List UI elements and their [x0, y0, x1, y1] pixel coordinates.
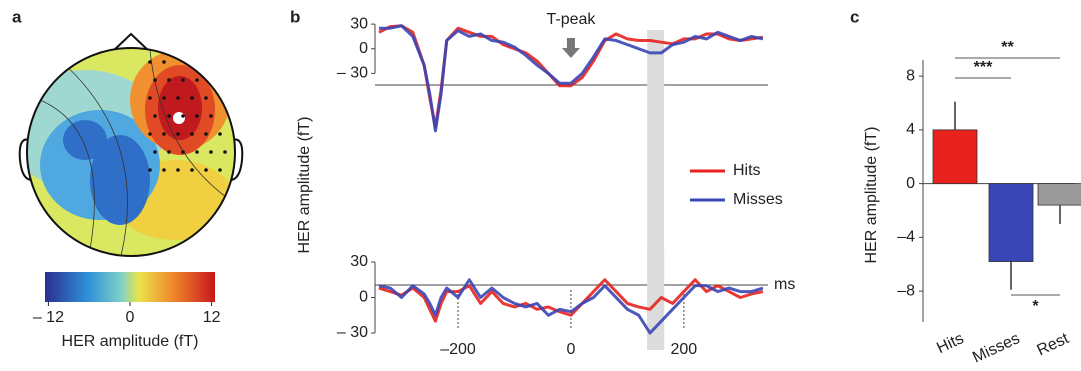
electrode [195, 150, 199, 154]
y-tick-label: –8 [897, 282, 915, 299]
colorbar-tick-label: 12 [203, 309, 221, 326]
electrode [204, 132, 208, 136]
electrode [190, 168, 194, 172]
colorbar [45, 272, 215, 302]
electrode [162, 60, 166, 64]
y-tick-label: 30 [350, 253, 368, 270]
y-tick-label: –4 [897, 229, 915, 246]
electrode [204, 96, 208, 100]
electrode [153, 150, 157, 154]
colorbar-label: HER amplitude (fT) [62, 333, 199, 350]
electrode [195, 114, 199, 118]
colorbar-tick-label: 0 [126, 309, 135, 326]
electrode [190, 132, 194, 136]
y-tick-label: 0 [359, 289, 368, 306]
y-tick-label: 0 [359, 40, 368, 57]
electrode [167, 150, 171, 154]
electrode [181, 114, 185, 118]
legend-label: Hits [733, 162, 761, 179]
x-axis-label: ms [774, 276, 795, 293]
x-tick-label: –200 [440, 341, 476, 358]
y-tick-label: 8 [906, 67, 915, 84]
bar [988, 183, 1034, 262]
electrode [190, 96, 194, 100]
electrode [209, 114, 213, 118]
electrode [148, 168, 152, 172]
electrode [162, 168, 166, 172]
electrode [204, 168, 208, 172]
y-axis-label: HER amplitude (fT) [863, 127, 880, 264]
legend-label: Misses [733, 191, 783, 208]
electrode [167, 114, 171, 118]
line-series [378, 24, 764, 133]
electrode [148, 96, 152, 100]
electrode [176, 96, 180, 100]
x-tick-label: Misses [970, 330, 1022, 366]
panel-label: b [290, 7, 300, 26]
electrode [176, 132, 180, 136]
electrode [223, 150, 227, 154]
panel-label: a [12, 7, 22, 26]
electrode [153, 78, 157, 82]
electrode [218, 132, 222, 136]
x-tick-label: Rest [1034, 330, 1072, 360]
panel-label: c [850, 7, 859, 26]
electrode [148, 132, 152, 136]
shaded-window [647, 250, 665, 350]
annotation-arrow [561, 38, 580, 58]
electrode [195, 78, 199, 82]
significance-label: *** [974, 59, 993, 76]
annotation: T-peak [546, 11, 596, 28]
electrode [209, 150, 213, 154]
electrode [176, 168, 180, 172]
y-tick-label: 4 [906, 121, 915, 138]
significance-label: * [1032, 298, 1039, 315]
significance-label: ** [1001, 39, 1014, 56]
x-tick-label: 200 [671, 341, 698, 358]
electrode [181, 78, 185, 82]
electrode [218, 168, 222, 172]
y-tick-label: 30 [350, 15, 368, 32]
y-tick-label: 0 [906, 175, 915, 192]
y-axis-label: HER amplitude (fT) [296, 117, 313, 254]
y-tick-label: – 30 [337, 324, 368, 341]
x-tick-label: Hits [934, 330, 966, 357]
bar [1037, 183, 1081, 206]
line-series [378, 278, 764, 335]
head-map [18, 32, 244, 257]
electrode [162, 96, 166, 100]
colorbar-tick-label: – 12 [33, 309, 64, 326]
electrode [167, 78, 171, 82]
y-tick-label: – 30 [337, 65, 368, 82]
x-tick-label: 0 [566, 341, 575, 358]
bar [932, 129, 978, 185]
electrode [153, 114, 157, 118]
line-series [378, 278, 764, 323]
electrode [181, 150, 185, 154]
electrode [148, 60, 152, 64]
electrode [162, 132, 166, 136]
